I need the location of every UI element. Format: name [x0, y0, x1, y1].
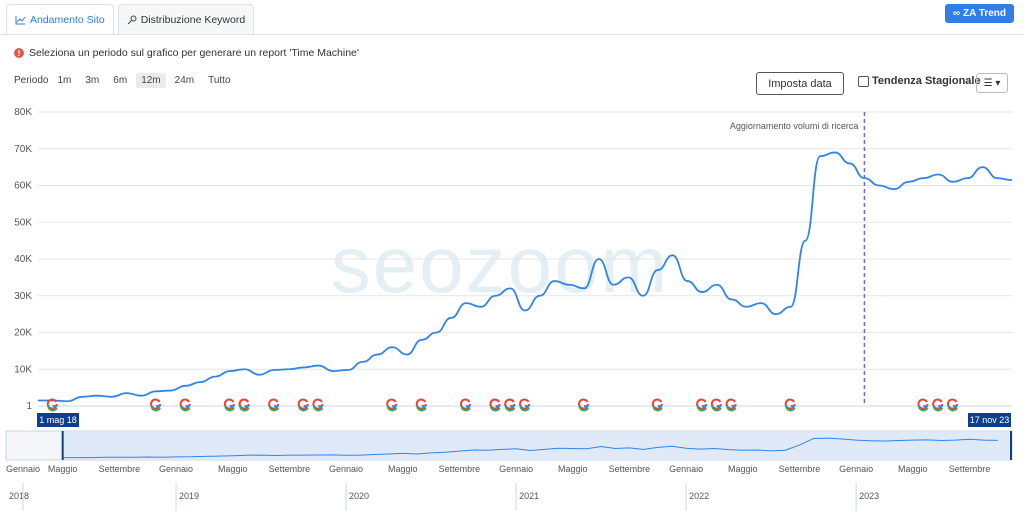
period-label: Periodo: [14, 75, 49, 86]
google-update-icon: [238, 398, 250, 412]
tab-bar: Andamento Sito Distribuzione Keyword: [6, 4, 255, 34]
tab-label: Andamento Sito: [30, 13, 105, 26]
period-1m-button[interactable]: 1m: [57, 75, 72, 86]
google-update-icon: [489, 398, 501, 412]
annotation-label: Aggiornamento volumi di ricerca: [730, 121, 859, 131]
y-tick-label: 80K: [14, 107, 32, 118]
watermark: seozoom: [331, 220, 670, 309]
x-month-label: Maggio: [898, 464, 928, 474]
google-update-icon: [696, 398, 708, 412]
range-end-label: 17 nov 23: [970, 415, 1010, 425]
x-month-label: Maggio: [728, 464, 758, 474]
chart-menu-button[interactable]: ☰ ▾: [976, 73, 1008, 93]
x-month-label: Gennaio: [669, 464, 703, 474]
hamburger-icon: ☰ ▾: [983, 77, 1001, 89]
alert-icon: !: [14, 48, 24, 58]
x-month-label: Maggio: [388, 464, 418, 474]
period-3m-button[interactable]: 3m: [85, 75, 100, 86]
x-month-label: Settembre: [439, 464, 481, 474]
checkbox[interactable]: [858, 75, 869, 87]
za-trend-label: ZA Trend: [963, 8, 1006, 19]
period-selector: Periodo 1m 3m 6m 12m 24m Tutto: [14, 73, 236, 88]
google-update-icon: [946, 398, 958, 412]
google-update-icon: [415, 398, 427, 412]
x-year-label: 2018: [9, 491, 29, 501]
x-month-label: Gennaio: [329, 464, 363, 474]
google-update-icon: [932, 398, 944, 412]
google-update-icon: [519, 398, 531, 412]
x-month-label: Gennaio: [839, 464, 873, 474]
tab-label: Distribuzione Keyword: [140, 13, 246, 26]
y-tick-label: 30K: [14, 291, 32, 302]
key-icon: [127, 15, 137, 24]
google-update-icon: [46, 398, 58, 412]
y-tick-label: 50K: [14, 217, 32, 228]
y-tick-label: 40K: [14, 254, 32, 265]
x-year-label: 2019: [179, 491, 199, 501]
google-update-icon: [268, 398, 280, 412]
x-month-label: Settembre: [949, 464, 991, 474]
x-month-label: Settembre: [609, 464, 651, 474]
x-month-label: Maggio: [218, 464, 248, 474]
x-month-label: Gennaio: [6, 464, 40, 474]
y-tick-label: 70K: [14, 144, 32, 155]
y-tick-label: 1: [26, 401, 32, 412]
tab-distribuzione-keyword[interactable]: Distribuzione Keyword: [117, 4, 255, 34]
google-update-icon: [459, 398, 471, 412]
tab-divider: [0, 34, 1024, 35]
google-update-icon: [312, 398, 324, 412]
google-update-icon: [578, 398, 590, 412]
x-year-label: 2022: [689, 491, 709, 501]
google-update-icon: [504, 398, 516, 412]
za-trend-button[interactable]: ∞ ZA Trend: [944, 4, 1014, 23]
google-update-icon: [489, 398, 501, 412]
range-start-label: 1 mag 18: [39, 415, 77, 425]
google-update-icon: [179, 398, 191, 412]
navigator-series: [62, 437, 998, 459]
y-tick-label: 10K: [14, 364, 32, 375]
navigator-selection: [62, 431, 1010, 460]
x-month-label: Settembre: [779, 464, 821, 474]
x-year-label: 2023: [859, 491, 879, 501]
x-month-label: Maggio: [48, 464, 78, 474]
x-month-label: Maggio: [558, 464, 588, 474]
y-tick-label: 20K: [14, 328, 32, 339]
x-year-label: 2020: [349, 491, 369, 501]
google-update-icon: [725, 398, 737, 412]
google-update-icon: [651, 398, 663, 412]
range-start-flag: 1 mag 18: [37, 413, 79, 427]
period-6m-button[interactable]: 6m: [113, 75, 128, 86]
google-update-icon: [238, 398, 250, 412]
period-tutto-button[interactable]: Tutto: [208, 75, 231, 86]
tendenza-stagionale-label: Tendenza Stagionale: [872, 75, 981, 87]
google-update-icon: [150, 398, 162, 412]
x-month-label: Gennaio: [159, 464, 193, 474]
imposta-data-button[interactable]: Imposta data: [756, 72, 844, 95]
tab-andamento-sito[interactable]: Andamento Sito: [6, 4, 114, 34]
period-24m-button[interactable]: 24m: [174, 75, 195, 86]
x-month-label: Gennaio: [499, 464, 533, 474]
series-line: [38, 151, 1013, 403]
google-update-icon: [784, 398, 796, 412]
google-update-icon: [223, 398, 235, 412]
google-update-icon: [297, 398, 309, 412]
tendenza-stagionale-toggle[interactable]: Tendenza Stagionale: [858, 75, 981, 87]
google-update-icon: [504, 398, 516, 412]
google-update-icon: [917, 398, 929, 412]
glasses-icon: ∞: [952, 8, 961, 19]
x-month-label: Settembre: [99, 464, 141, 474]
chart-icon: [15, 15, 26, 24]
google-update-icon: [710, 398, 722, 412]
y-tick-label: 60K: [14, 181, 32, 192]
info-message: ! Seleziona un periodo sul grafico per g…: [14, 47, 359, 59]
navigator-track: [5, 430, 1013, 461]
google-update-icon: [386, 398, 398, 412]
period-12m-button[interactable]: 12m: [136, 73, 166, 88]
x-month-label: Settembre: [269, 464, 311, 474]
x-year-label: 2021: [519, 491, 539, 501]
info-text: Seleziona un periodo sul grafico per gen…: [29, 47, 359, 59]
range-end-flag: 17 nov 23: [968, 413, 1011, 427]
